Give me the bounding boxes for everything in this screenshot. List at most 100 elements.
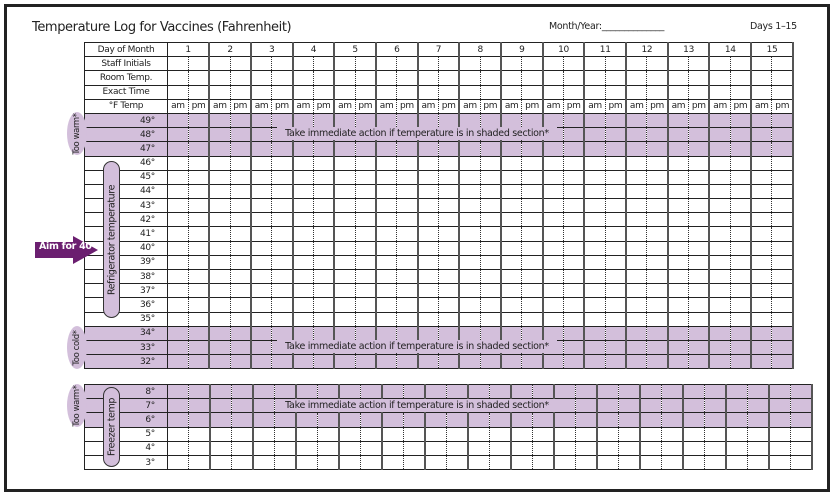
am-reading-cell[interactable]	[751, 183, 773, 200]
pm-reading-cell[interactable]	[355, 141, 377, 157]
am-reading-cell[interactable]	[417, 169, 439, 185]
am-reading-cell[interactable]	[167, 283, 189, 299]
pm-reading-cell[interactable]	[771, 325, 795, 341]
am-reading-cell[interactable]	[292, 183, 314, 200]
pm-reading-cell[interactable]	[688, 311, 711, 327]
pm-reading-cell[interactable]	[271, 254, 294, 271]
pm-reading-cell[interactable]	[313, 198, 336, 214]
am-reading-cell[interactable]	[292, 254, 314, 271]
pm-reading-cell[interactable]	[271, 212, 294, 228]
pm-reading-cell[interactable]	[480, 254, 502, 271]
am-reading-cell[interactable]	[501, 283, 523, 299]
pm-reading-cell[interactable]	[438, 354, 461, 370]
am-reading-cell[interactable]	[667, 226, 690, 242]
pm-reading-cell[interactable]	[704, 383, 727, 400]
pm-reading-cell[interactable]	[790, 398, 813, 414]
am-reading-cell[interactable]	[584, 226, 606, 242]
am-reading-cell[interactable]	[250, 112, 273, 129]
am-reading-cell[interactable]	[584, 283, 606, 299]
pm-reading-cell[interactable]	[396, 325, 419, 341]
pm-reading-cell[interactable]	[188, 311, 211, 327]
pm-reading-cell[interactable]	[521, 311, 544, 327]
am-reading-cell[interactable]	[375, 325, 398, 341]
pm-cell[interactable]	[771, 70, 795, 86]
am-reading-cell[interactable]	[459, 297, 481, 313]
am-reading-cell[interactable]	[597, 398, 619, 414]
am-reading-cell[interactable]	[417, 141, 439, 157]
pm-reading-cell[interactable]	[521, 254, 544, 271]
pm-reading-cell[interactable]	[521, 297, 544, 313]
pm-cell[interactable]	[271, 70, 294, 86]
am-reading-cell[interactable]	[597, 426, 619, 442]
am-reading-cell[interactable]	[667, 240, 690, 256]
am-reading-cell[interactable]	[542, 325, 565, 341]
pm-reading-cell[interactable]	[575, 383, 598, 400]
pm-reading-cell[interactable]	[230, 226, 252, 242]
pm-reading-cell[interactable]	[438, 112, 461, 129]
pm-reading-cell[interactable]	[730, 268, 753, 285]
am-cell[interactable]	[417, 84, 439, 100]
am-reading-cell[interactable]	[584, 268, 606, 285]
pm-reading-cell[interactable]	[563, 311, 586, 327]
am-reading-cell[interactable]	[339, 426, 361, 442]
pm-reading-cell[interactable]	[730, 183, 753, 200]
pm-reading-cell[interactable]	[646, 226, 669, 242]
am-reading-cell[interactable]	[640, 412, 662, 428]
am-reading-cell[interactable]	[459, 240, 481, 256]
am-reading-cell[interactable]	[683, 440, 705, 456]
am-reading-cell[interactable]	[501, 212, 523, 228]
am-cell[interactable]	[751, 70, 773, 86]
pm-reading-cell[interactable]	[230, 183, 252, 200]
pm-cell[interactable]	[396, 56, 419, 72]
am-reading-cell[interactable]	[709, 112, 731, 129]
am-reading-cell[interactable]	[501, 240, 523, 256]
am-reading-cell[interactable]	[726, 426, 748, 442]
pm-reading-cell[interactable]	[271, 240, 294, 256]
pm-reading-cell[interactable]	[563, 169, 586, 185]
pm-reading-cell[interactable]	[188, 254, 211, 271]
pm-cell[interactable]	[480, 56, 502, 72]
pm-reading-cell[interactable]	[730, 127, 753, 143]
am-reading-cell[interactable]	[459, 268, 481, 285]
pm-reading-cell[interactable]	[396, 240, 419, 256]
am-cell[interactable]	[459, 70, 481, 86]
pm-reading-cell[interactable]	[480, 297, 502, 313]
pm-reading-cell[interactable]	[438, 254, 461, 271]
am-reading-cell[interactable]	[425, 454, 447, 471]
pm-reading-cell[interactable]	[747, 454, 770, 471]
pm-reading-cell[interactable]	[230, 283, 252, 299]
am-reading-cell[interactable]	[375, 254, 398, 271]
am-cell[interactable]	[334, 84, 356, 100]
am-reading-cell[interactable]	[253, 398, 275, 414]
pm-cell[interactable]	[313, 84, 336, 100]
pm-reading-cell[interactable]	[730, 283, 753, 299]
pm-reading-cell[interactable]	[563, 339, 586, 356]
pm-reading-cell[interactable]	[575, 440, 598, 456]
pm-reading-cell[interactable]	[646, 325, 669, 341]
pm-reading-cell[interactable]	[563, 155, 586, 171]
am-cell[interactable]	[209, 84, 231, 100]
pm-cell[interactable]	[230, 84, 252, 100]
pm-reading-cell[interactable]	[313, 268, 336, 285]
pm-reading-cell[interactable]	[563, 226, 586, 242]
pm-reading-cell[interactable]	[313, 212, 336, 228]
am-reading-cell[interactable]	[726, 412, 748, 428]
pm-reading-cell[interactable]	[360, 440, 383, 456]
am-reading-cell[interactable]	[210, 440, 232, 456]
am-reading-cell[interactable]	[751, 297, 773, 313]
am-reading-cell[interactable]	[709, 339, 731, 356]
pm-reading-cell[interactable]	[188, 268, 211, 285]
pm-reading-cell[interactable]	[618, 383, 641, 400]
am-reading-cell[interactable]	[554, 454, 576, 471]
am-reading-cell[interactable]	[542, 283, 565, 299]
pm-reading-cell[interactable]	[438, 311, 461, 327]
pm-reading-cell[interactable]	[771, 240, 795, 256]
am-reading-cell[interactable]	[292, 240, 314, 256]
pm-reading-cell[interactable]	[704, 426, 727, 442]
pm-cell[interactable]	[730, 56, 753, 72]
am-reading-cell[interactable]	[417, 297, 439, 313]
pm-reading-cell[interactable]	[521, 198, 544, 214]
pm-reading-cell[interactable]	[521, 169, 544, 185]
am-cell[interactable]	[250, 56, 273, 72]
pm-reading-cell[interactable]	[563, 268, 586, 285]
